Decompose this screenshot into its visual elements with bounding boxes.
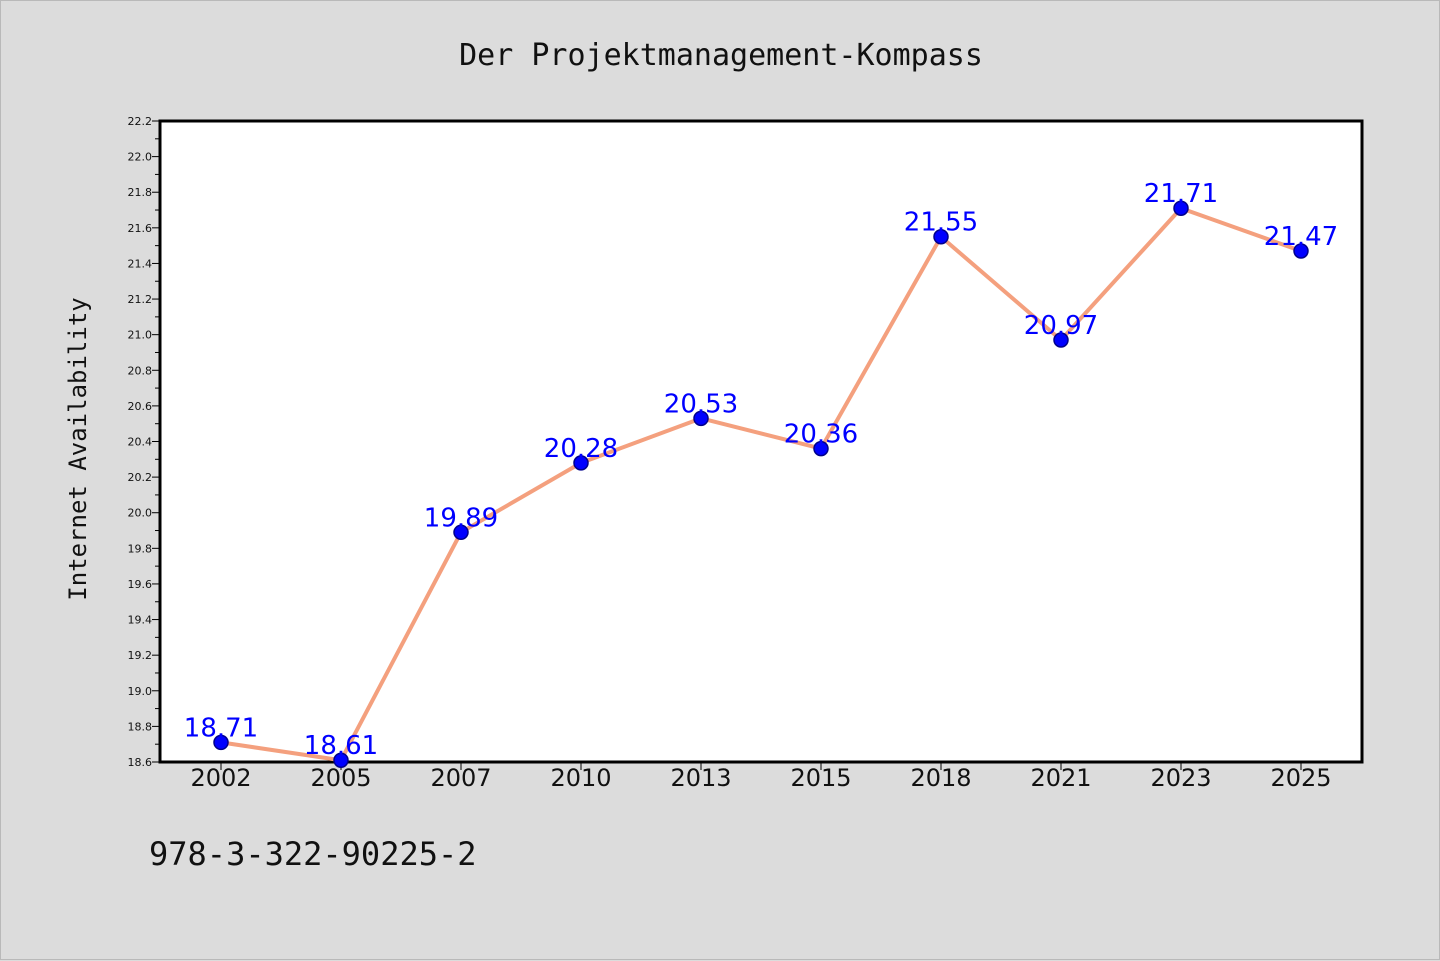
data-point-marker (1173, 200, 1189, 216)
x-tick-label: 2023 (1150, 764, 1211, 792)
y-tick-label: 21.4 (128, 257, 153, 270)
data-point-marker (693, 410, 709, 427)
y-tick-label: 18.6 (128, 756, 153, 769)
data-labels-group: 18.71 18.61 19.89 20.28 20.53 20.36 21.55 20.97… (184, 179, 1338, 761)
data-point-marker (813, 440, 829, 457)
data-point-marker (1293, 243, 1309, 259)
y-tick-label: 21.2 (128, 293, 153, 306)
y-tick-label: 22.2 (128, 115, 153, 128)
x-tick-label: 2013 (670, 764, 731, 792)
data-point-marker (573, 455, 589, 471)
series-group (213, 200, 1309, 768)
x-tick-label: 2010 (550, 764, 611, 792)
data-label: 20.97 (1024, 311, 1098, 341)
y-tick-label: 20.4 (128, 436, 153, 449)
x-tick-label: 2007 (430, 764, 491, 792)
x-axis-ticks: 2002 2005 2007 2010 2013 2015 2018 2021 2023 2025 (190, 762, 1332, 792)
y-tick-label: 20.0 (128, 507, 153, 520)
y-tick-label: 19.6 (128, 578, 153, 591)
x-tick-label: 2015 (790, 764, 851, 792)
y-tick-label: 19.0 (128, 685, 153, 698)
data-point-marker (333, 752, 349, 768)
y-tick-label: 20.8 (128, 364, 153, 377)
data-label: 20.53 (664, 389, 738, 419)
y-tick-label: 21.0 (128, 329, 153, 342)
isbn-text: 978-3-322-90225-2 (149, 835, 477, 873)
series-line (219, 206, 1303, 763)
data-label: 21.55 (904, 208, 978, 238)
data-label: 18.71 (184, 713, 258, 743)
data-point-marker (453, 524, 469, 541)
data-point-marker (933, 228, 949, 245)
data-label: 20.36 (784, 420, 858, 450)
y-tick-label: 20.6 (128, 400, 153, 413)
data-point-marker (1053, 332, 1069, 348)
chart-title: Der Projektmanagement-Kompass (459, 38, 983, 73)
y-tick-label: 21.6 (128, 222, 153, 235)
x-tick-label: 2002 (190, 764, 251, 792)
y-tick-label: 22.0 (128, 151, 153, 164)
data-label: 21.47 (1264, 222, 1338, 252)
y-tick-label: 19.8 (128, 542, 153, 555)
x-tick-label: 2025 (1270, 764, 1331, 792)
x-tick-label: 2018 (910, 764, 971, 792)
plot-area (158, 119, 1364, 764)
x-tick-label: 2021 (1030, 764, 1091, 792)
data-label: 19.89 (424, 503, 498, 533)
y-tick-label: 18.8 (128, 720, 153, 733)
y-tick-label: 19.2 (128, 649, 153, 662)
y-tick-label: 20.2 (128, 471, 153, 484)
data-label: 21.71 (1144, 179, 1218, 209)
y-axis-ticks: 18.6 18.8 19.0 19.2 19.4 19.6 19.8 20.0 20.2 20.4… (128, 115, 160, 769)
x-tick-label: 2005 (310, 764, 371, 792)
y-tick-label: 19.4 (128, 614, 153, 627)
data-label: 20.28 (544, 434, 618, 464)
data-point-marker (213, 734, 229, 751)
y-axis-label: Internet Availability (64, 297, 92, 600)
data-label: 18.61 (304, 731, 378, 761)
y-tick-label: 21.8 (128, 186, 153, 199)
